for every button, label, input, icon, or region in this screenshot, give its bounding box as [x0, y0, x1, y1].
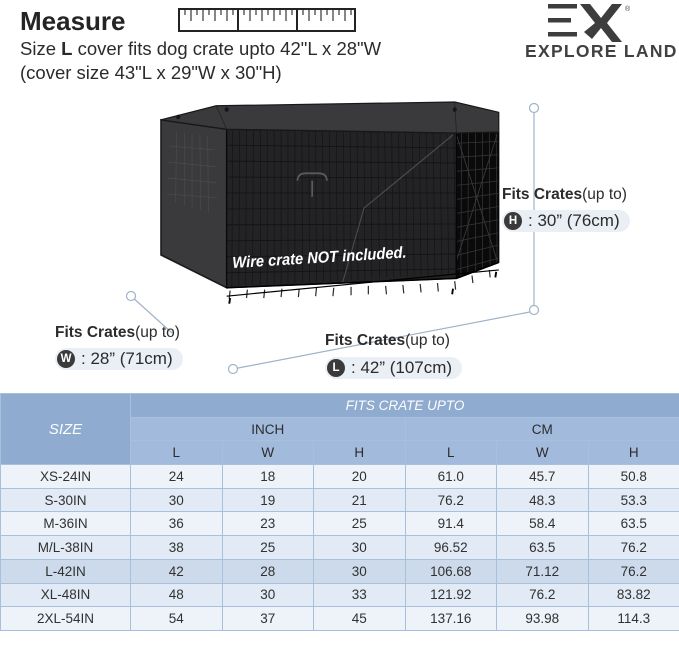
svg-text:®: ® — [625, 5, 631, 13]
